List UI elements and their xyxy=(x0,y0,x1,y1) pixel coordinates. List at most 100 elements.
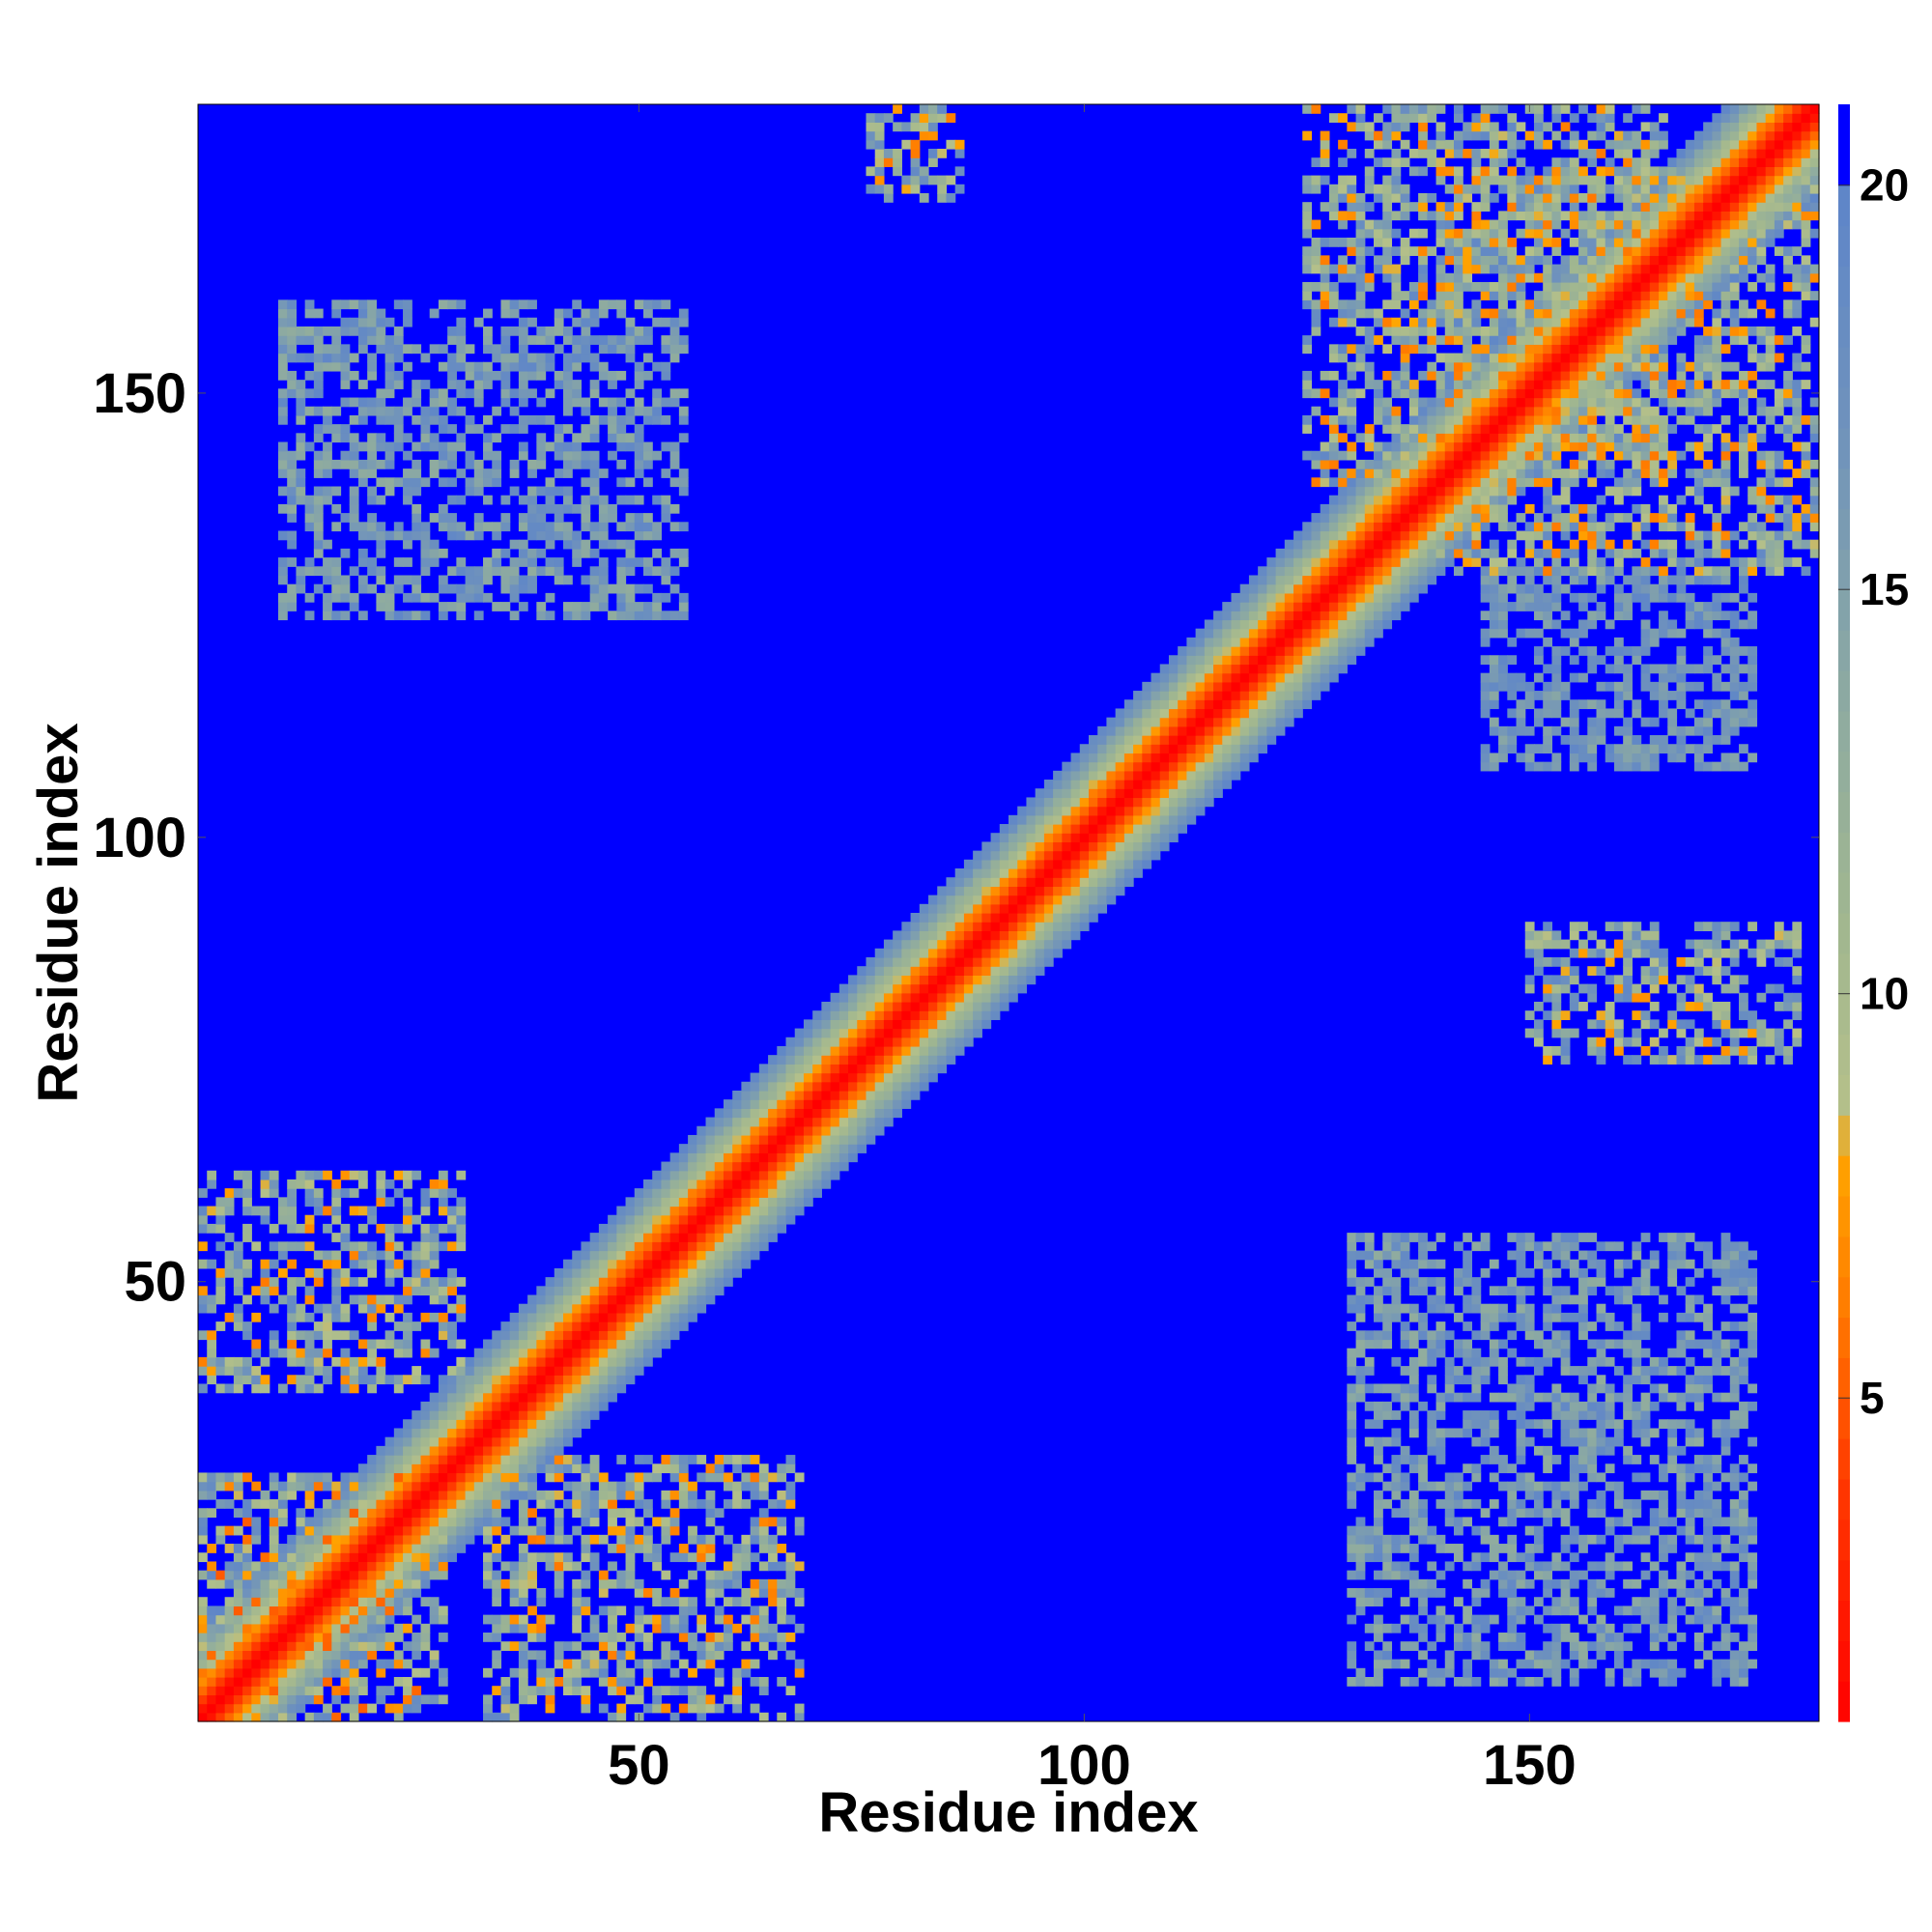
heatmap-cell xyxy=(608,1614,617,1625)
heatmap-cell xyxy=(1720,1445,1731,1456)
heatmap-cell xyxy=(527,1436,537,1447)
heatmap-cell xyxy=(277,1508,288,1519)
heatmap-cell xyxy=(313,1330,324,1341)
heatmap-cell xyxy=(1408,1392,1419,1403)
heatmap-cell xyxy=(963,975,974,985)
heatmap-cell xyxy=(625,1259,636,1269)
heatmap-cell xyxy=(429,1348,440,1358)
heatmap-cell xyxy=(304,1614,315,1625)
heatmap-cell xyxy=(1569,1312,1579,1322)
heatmap-cell xyxy=(198,1534,208,1545)
heatmap-cell xyxy=(1792,1028,1803,1038)
heatmap-cell xyxy=(1605,1570,1615,1580)
heatmap-cell xyxy=(1739,1667,1748,1678)
heatmap-cell xyxy=(1123,824,1134,834)
heatmap-cell xyxy=(1142,814,1152,825)
heatmap-cell xyxy=(750,1250,760,1261)
heatmap-cell xyxy=(357,1223,368,1234)
heatmap-cell xyxy=(1507,1667,1518,1678)
heatmap-cell xyxy=(1408,1570,1419,1580)
heatmap-cell xyxy=(1524,975,1535,985)
heatmap-cell xyxy=(688,1633,697,1642)
heatmap-cell xyxy=(251,1375,262,1385)
heatmap-cell xyxy=(1649,761,1660,772)
heatmap-cell xyxy=(215,1614,226,1625)
heatmap-cell xyxy=(608,1481,617,1492)
heatmap-cell xyxy=(518,1659,528,1669)
heatmap-cell xyxy=(1489,1356,1499,1367)
heatmap-cell xyxy=(866,1037,876,1047)
heatmap-cell xyxy=(376,1463,386,1474)
heatmap-cell xyxy=(296,1552,306,1563)
heatmap-cell xyxy=(1524,1481,1535,1492)
heatmap-cell xyxy=(527,1605,537,1616)
heatmap-cell xyxy=(1427,1445,1437,1456)
heatmap-cell xyxy=(376,1561,386,1572)
heatmap-cell xyxy=(732,1250,743,1261)
heatmap-cell xyxy=(1106,780,1117,789)
heatmap-cell xyxy=(830,1028,840,1038)
heatmap-cell xyxy=(1676,956,1687,967)
heatmap-cell xyxy=(1374,1570,1383,1580)
heatmap-cell xyxy=(287,1321,298,1331)
heatmap-cell xyxy=(323,1330,332,1341)
heatmap-cell xyxy=(1587,1401,1598,1411)
heatmap-cell xyxy=(1640,1045,1651,1056)
heatmap-cell xyxy=(1543,1055,1553,1065)
heatmap-cell xyxy=(848,1108,858,1119)
heatmap-cell xyxy=(1516,1508,1526,1519)
heatmap-cell xyxy=(1685,1356,1695,1367)
heatmap-cell xyxy=(732,1481,743,1492)
heatmap-cell xyxy=(848,1090,858,1100)
heatmap-cell xyxy=(403,1677,412,1687)
heatmap-cell xyxy=(857,1081,867,1092)
heatmap-cell xyxy=(1703,1259,1713,1269)
heatmap-cell xyxy=(1703,1037,1713,1047)
heatmap-cell xyxy=(1596,1490,1606,1500)
heatmap-cell xyxy=(1088,824,1098,834)
heatmap-cell xyxy=(777,1677,787,1687)
heatmap-cell xyxy=(1596,1633,1606,1642)
heatmap-cell xyxy=(207,1481,217,1492)
heatmap-cell xyxy=(224,1233,235,1242)
heatmap-cell xyxy=(215,1667,226,1678)
heatmap-cell xyxy=(287,1578,298,1589)
heatmap-cell xyxy=(563,1383,573,1394)
heatmap-cell xyxy=(304,1214,315,1225)
heatmap-cell xyxy=(340,1633,351,1642)
heatmap-cell xyxy=(1079,780,1090,789)
heatmap-cell xyxy=(456,1214,467,1225)
heatmap-cell xyxy=(1543,1588,1553,1598)
heatmap-cell xyxy=(919,1055,929,1065)
heatmap-cell xyxy=(233,1188,243,1198)
heatmap-cell xyxy=(304,1294,315,1305)
heatmap-cell xyxy=(946,930,956,941)
heatmap-cell xyxy=(714,1179,724,1189)
heatmap-cell xyxy=(723,1623,733,1634)
heatmap-cell xyxy=(304,1241,315,1252)
heatmap-cell xyxy=(661,1179,671,1189)
heatmap-cell xyxy=(1543,1286,1553,1296)
heatmap-cell xyxy=(313,1561,324,1572)
heatmap-cell xyxy=(954,939,965,950)
heatmap-cell xyxy=(1551,1233,1562,1242)
heatmap-cell xyxy=(1053,833,1063,843)
heatmap-cell xyxy=(1133,841,1143,852)
heatmap-cell xyxy=(287,1703,298,1714)
heatmap-cell xyxy=(981,966,992,976)
heatmap-cell xyxy=(473,1499,484,1509)
heatmap-cell xyxy=(331,1303,342,1314)
heatmap-cell xyxy=(1088,780,1098,789)
heatmap-cell xyxy=(883,992,894,1003)
heatmap-cell xyxy=(1685,1037,1695,1047)
heatmap-cell xyxy=(768,1588,778,1598)
heatmap-cell xyxy=(758,1152,769,1163)
heatmap-cell xyxy=(1391,1286,1402,1296)
heatmap-cell xyxy=(198,1303,208,1314)
heatmap-cell xyxy=(304,1481,315,1492)
heatmap-cell xyxy=(1427,1294,1437,1305)
heatmap-cell xyxy=(1693,983,1704,994)
heatmap-cell xyxy=(251,1534,262,1545)
heatmap-cell xyxy=(794,1588,805,1598)
heatmap-cell xyxy=(509,1641,520,1652)
